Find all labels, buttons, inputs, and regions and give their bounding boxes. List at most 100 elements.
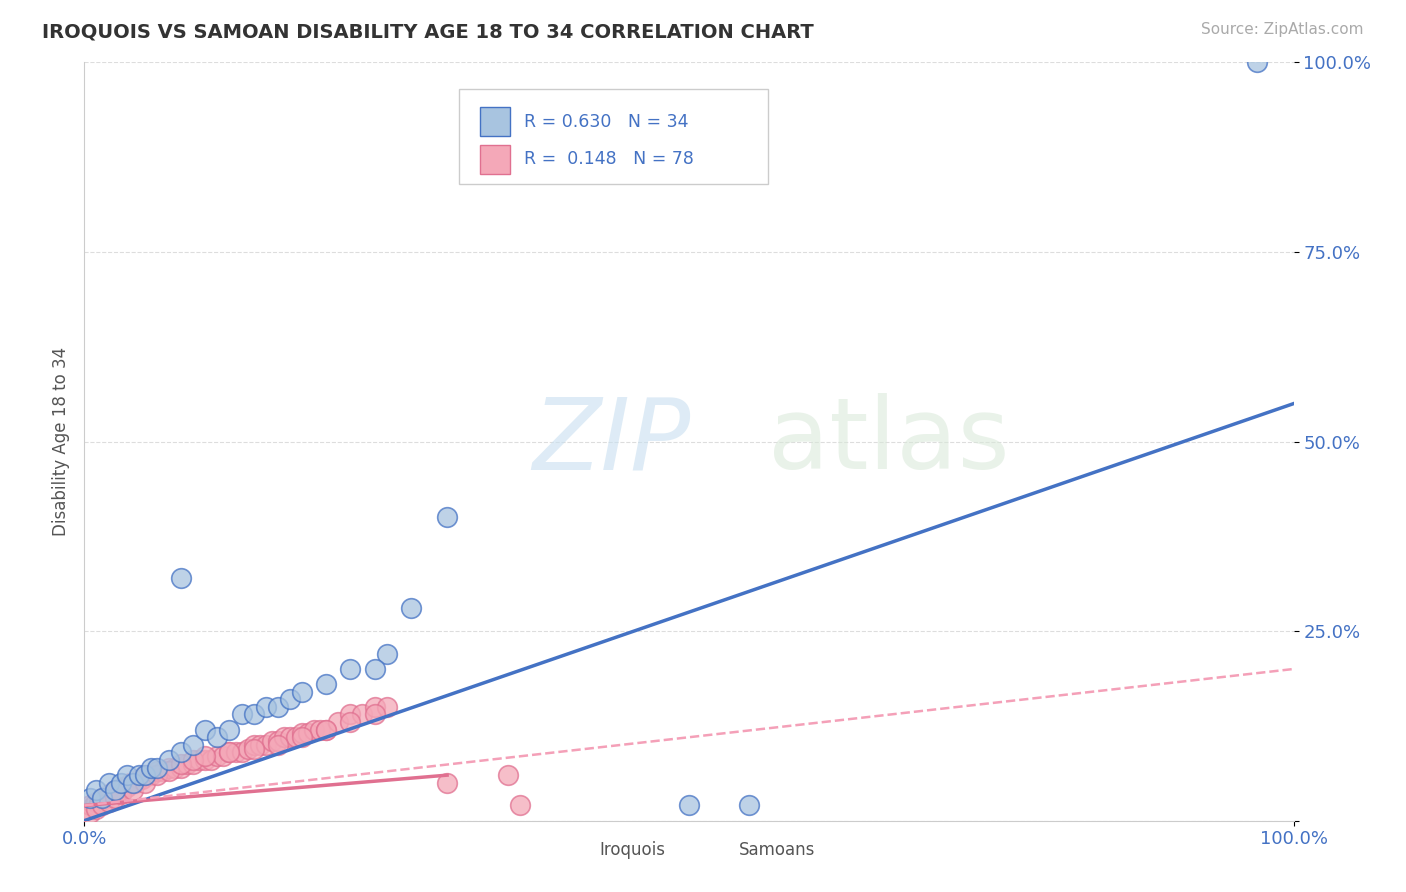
Point [104,791,127,805]
Point [134,768,156,782]
Point [339,715,361,730]
Point [121,776,143,790]
Point [309,723,332,737]
Point [115,780,138,794]
Point [231,707,253,722]
Point [278,730,301,744]
Point [207,749,229,764]
Point [194,749,217,764]
Point [170,746,193,760]
Point [339,707,361,722]
Point [79,806,101,821]
Point [738,798,761,813]
Point [278,692,301,706]
Point [134,776,156,790]
Text: atlas: atlas [768,393,1010,490]
Point [194,753,217,767]
Point [188,753,211,767]
Point [242,741,264,756]
Text: R =  0.148   N = 78: R = 0.148 N = 78 [524,151,695,169]
Point [678,798,700,813]
Point [297,726,319,740]
Point [110,787,132,801]
Point [83,798,105,813]
Point [339,662,361,676]
Point [231,746,253,760]
Point [363,699,385,714]
Point [225,746,247,760]
Point [363,707,385,722]
Point [176,756,198,771]
Point [273,730,295,744]
Point [124,776,146,790]
Point [291,726,314,740]
Point [170,760,193,774]
Point [157,753,180,767]
Point [291,685,314,699]
Point [104,783,127,797]
Bar [479,145,510,174]
Y-axis label: Disability Age 18 to 34: Disability Age 18 to 34 [52,347,70,536]
Point [181,738,204,752]
Point [112,780,135,794]
Point [242,707,264,722]
Point [100,787,122,801]
Point [436,510,458,524]
Point [107,783,129,797]
Point [146,760,169,774]
Point [139,768,162,782]
Point [352,707,374,722]
Point [139,760,162,774]
Point [496,768,519,782]
Point [134,768,156,782]
Point [302,723,325,737]
Point [254,699,277,714]
Point [267,699,290,714]
Point [218,746,240,760]
Point [267,738,290,752]
Text: ZIP: ZIP [531,393,690,490]
Point [399,601,422,615]
Point [131,772,153,786]
Point [194,723,217,737]
Point [146,768,169,782]
Point [86,783,108,797]
Text: Source: ZipAtlas.com: Source: ZipAtlas.com [1201,22,1364,37]
Bar [695,838,728,863]
Point [375,647,398,661]
Point [97,776,120,790]
Point [115,768,138,782]
Point [120,776,142,790]
Text: Samoans: Samoans [738,841,815,859]
Point [291,730,314,744]
Point [121,783,143,797]
Point [218,723,240,737]
Point [260,734,283,748]
Point [165,760,187,774]
Point [254,738,277,752]
Point [128,772,150,786]
Point [170,756,193,771]
Point [207,730,229,744]
Point [315,723,337,737]
Point [436,776,458,790]
Point [110,776,132,790]
Point [157,764,180,779]
Point [77,802,100,816]
Point [87,795,110,809]
Point [315,677,337,691]
Point [104,783,127,797]
Point [170,571,193,585]
Point [91,791,114,805]
Point [79,791,101,805]
Point [200,753,222,767]
Point [328,715,350,730]
Point [91,791,114,805]
Text: Iroquois: Iroquois [599,841,665,859]
Point [1246,55,1268,70]
Text: IROQUOIS VS SAMOAN DISABILITY AGE 18 TO 34 CORRELATION CHART: IROQUOIS VS SAMOAN DISABILITY AGE 18 TO … [42,22,814,41]
Point [128,768,150,782]
Point [121,776,143,790]
Point [91,798,114,813]
Point [509,798,531,813]
